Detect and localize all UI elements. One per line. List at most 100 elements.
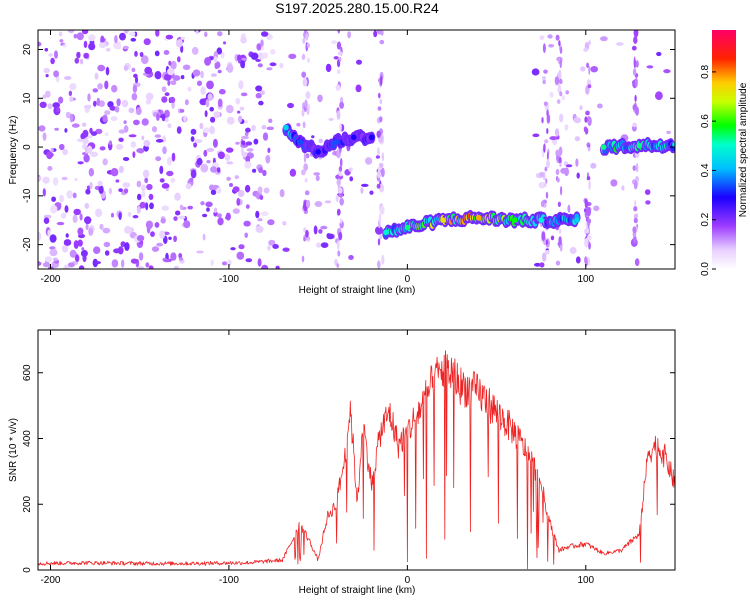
spectrogram-noise-cell: [69, 83, 77, 91]
spectrogram-noise-cell: [136, 107, 142, 116]
spectrogram-noise-cell: [62, 148, 68, 156]
spectrogram-noise-cell: [143, 139, 151, 147]
spectrogram-streak-cell: [632, 165, 637, 172]
spectrogram-noise-cell: [110, 212, 115, 218]
spectrogram-noise-cell: [196, 80, 203, 87]
spectrogram-streak-cell: [545, 239, 548, 245]
spectrogram-streak-cell: [301, 255, 305, 263]
colorbar-scale: [712, 30, 736, 269]
spectrogram-streak-cell: [587, 116, 592, 127]
spectrogram-noise-cell: [76, 51, 81, 59]
spectrogram-noise-cell: [42, 176, 50, 184]
spectrogram-streak-cell: [302, 78, 308, 87]
spectrogram-noise-cell: [73, 240, 79, 249]
spectrogram-streak-cell: [544, 166, 548, 172]
spectrogram-noise-cell: [348, 255, 354, 260]
spectrogram-streak-cell: [556, 155, 559, 161]
spectrogram-noise-cell: [235, 97, 241, 105]
spectrogram-noise-cell: [50, 204, 58, 214]
spectrogram-noise-cell: [204, 31, 208, 38]
spectrogram-noise-cell: [257, 63, 263, 68]
spectrogram-streak-cell: [301, 71, 307, 78]
spectrogram-noise-cell: [38, 41, 42, 47]
spectrogram-noise-cell: [199, 122, 204, 130]
spectrogram-noise-cell: [38, 176, 42, 181]
spectrogram-noise-cell: [105, 66, 110, 76]
spectrogram-noise-cell: [85, 223, 89, 230]
spectrogram-noise-cell: [214, 61, 221, 69]
spectrogram-streak-cell: [634, 199, 637, 207]
spectrogram-streak-cell: [539, 171, 545, 178]
spectrogram-streak-cell: [338, 231, 343, 241]
spectrogram-streak-cell: [303, 236, 307, 242]
spectrogram-noise-cell: [244, 161, 252, 169]
spectrogram-streak-cell: [633, 235, 637, 244]
spectrogram-noise-cell: [261, 124, 267, 130]
spectrogram-noise-cell: [69, 96, 74, 103]
spectrogram-noise-cell: [225, 104, 234, 114]
spectrogram-noise-cell: [255, 225, 264, 233]
spectrogram-noise-cell: [98, 100, 105, 107]
spectrogram-noise-cell: [38, 231, 42, 241]
spectrogram-noise-cell: [110, 168, 119, 177]
spectrogram-noise-cell: [269, 62, 277, 67]
spectrogram-streak-cell: [554, 128, 560, 137]
spectrogram-noise-cell: [136, 148, 145, 154]
spectrogram-noise-cell: [110, 116, 118, 122]
spectrogram-noise-cell: [561, 95, 566, 101]
spectrogram-streak-cell: [377, 260, 381, 269]
y-tick-label: 0: [22, 144, 33, 150]
spectrogram-noise-cell: [575, 256, 581, 264]
spectrogram-noise-cell: [62, 44, 67, 48]
spectrogram-noise-cell: [663, 69, 671, 74]
signal-point: [538, 217, 544, 223]
spectrogram-noise-cell: [325, 63, 332, 73]
spectrogram-noise-cell: [93, 246, 101, 254]
spectrogram-noise-cell: [116, 98, 121, 107]
spectrogram-noise-cell: [145, 92, 154, 101]
spectrogram-noise-cell: [139, 201, 146, 209]
spectrogram-noise-cell: [243, 120, 249, 124]
spectrogram-noise-cell: [154, 222, 160, 228]
spectrogram-noise-cell: [121, 99, 129, 108]
spectrogram-noise-cell: [236, 197, 241, 206]
spectrogram-noise-cell: [548, 44, 554, 48]
spectrogram-noise-cell: [59, 194, 65, 203]
spectrogram-noise-cell: [191, 46, 199, 55]
spectrogram-noise-cell: [170, 60, 177, 70]
spectrogram-streak-cell: [339, 123, 342, 132]
spectrogram-noise-cell: [244, 184, 251, 193]
signal-point: [672, 141, 675, 148]
spectrogram-noise-cell: [313, 225, 318, 235]
spectrogram-noise-cell: [238, 244, 245, 250]
spectrogram-noise-cell: [84, 216, 92, 225]
spectrogram-noise-cell: [644, 189, 651, 196]
spectrogram-streak-cell: [539, 262, 545, 268]
spectrogram-streak-cell: [587, 217, 590, 228]
spectrogram-noise-cell: [218, 88, 226, 95]
spectrogram-noise-cell: [42, 262, 51, 268]
spectrogram-noise-cell: [236, 251, 245, 260]
spectrogram-noise-cell: [84, 202, 90, 209]
spectrogram-noise-cell: [237, 115, 243, 123]
spectrogram-noise-cell: [122, 157, 130, 161]
spectrogram-noise-cell: [241, 140, 246, 146]
spectrogram-noise-cell: [83, 154, 90, 163]
signal-point: [333, 139, 339, 145]
spectrogram-noise-cell: [258, 167, 264, 174]
y-tick-label: 0: [22, 567, 33, 573]
colorbar-tick-label: 0.0: [700, 262, 711, 276]
spectrogram-noise-cell: [600, 36, 608, 42]
spectrogram-noise-cell: [47, 103, 53, 110]
spectrogram-streak-cell: [588, 65, 591, 75]
spectrogram-noise-cell: [610, 179, 618, 187]
spectrogram-noise-cell: [74, 57, 80, 64]
spectrogram-noise-cell: [187, 205, 193, 210]
spectrogram-noise-cell: [194, 139, 203, 144]
spectrogram-noise-cell: [178, 253, 183, 259]
spectrogram-streak-cell: [336, 263, 340, 268]
spectrogram-streak-cell: [379, 39, 385, 45]
spectrogram-noise-cell: [67, 262, 75, 268]
spectrogram-noise-cell: [356, 59, 362, 65]
spectrogram-streak-cell: [544, 139, 549, 144]
